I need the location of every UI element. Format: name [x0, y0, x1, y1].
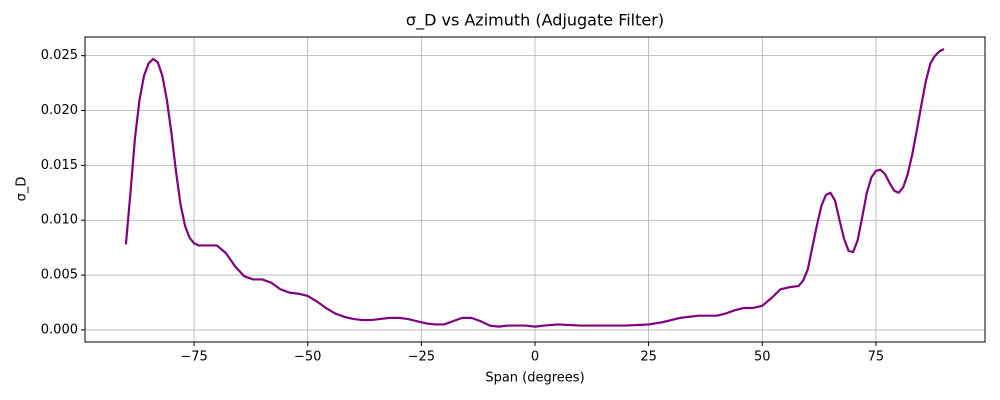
y-axis-label: σ_D [15, 177, 30, 202]
y-tick-label: 0.015 [41, 158, 78, 173]
x-tick-label: 50 [754, 350, 771, 365]
y-tick-label: 0.010 [41, 213, 78, 228]
ticks: −75 −50 −25 0 25 50 75 0.000 0.005 0.010 0.015 0.02… [41, 48, 884, 364]
x-axis-label: Span (degrees) [485, 371, 584, 386]
x-tick-label: 25 [640, 350, 657, 365]
data-line [124, 48, 945, 328]
y-tick-label: 0.020 [41, 103, 78, 118]
chart-title: σ_D vs Azimuth (Adjugate Filter) [406, 11, 664, 31]
grid [85, 37, 985, 342]
x-tick-label: −50 [294, 350, 321, 365]
x-tick-label: 75 [868, 350, 885, 365]
x-tick-label: −75 [180, 350, 207, 365]
y-tick-label: 0.005 [41, 268, 78, 283]
x-tick-label: −25 [408, 350, 435, 365]
x-tick-label: 0 [531, 350, 539, 365]
plot [124, 48, 945, 328]
y-tick-label: 0.025 [41, 48, 78, 63]
y-tick-label: 0.000 [41, 322, 78, 337]
